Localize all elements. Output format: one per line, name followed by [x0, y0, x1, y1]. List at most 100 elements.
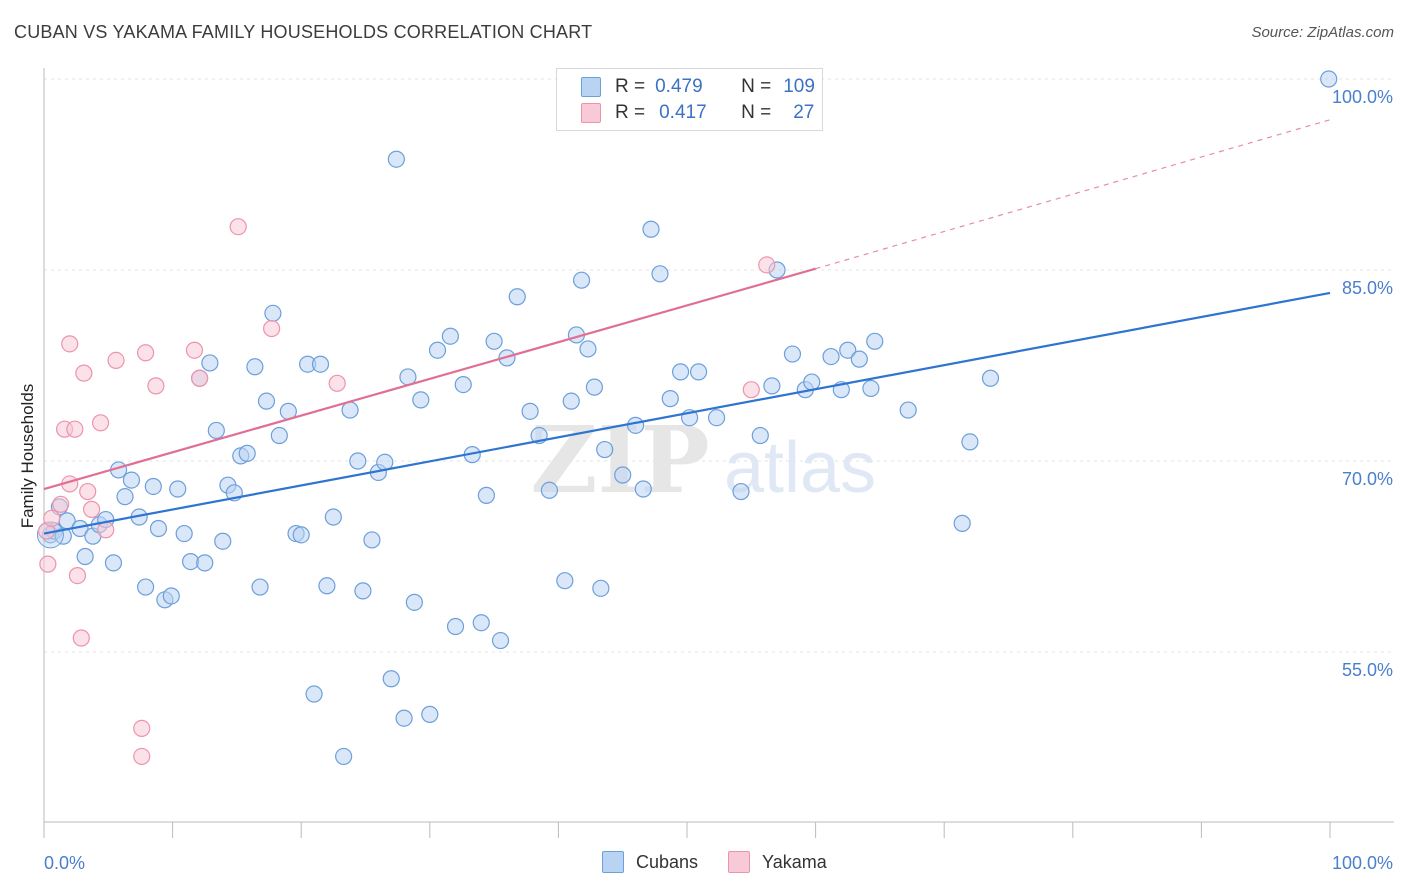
cubans-point [651, 265, 669, 283]
cubans-point [521, 402, 539, 420]
cubans-point [634, 480, 652, 498]
cubans-swatch [581, 77, 601, 97]
cubans-point [363, 531, 381, 549]
cubans-point [395, 709, 413, 727]
cubans-point [207, 421, 225, 440]
yakama-point [133, 747, 151, 766]
cubans-point [961, 433, 979, 451]
yakama-point [229, 218, 247, 236]
watermark-zip: ZIP [530, 406, 709, 514]
cubans-point [214, 532, 232, 550]
legend-row-cubans: R = 0.479 N = 109 [581, 73, 815, 101]
cubans-point [866, 332, 884, 350]
legend-row-yakama: R = 0.417 N = 27 [581, 99, 814, 127]
y-axis-label: Family Households [18, 383, 37, 529]
yakama-point [66, 420, 84, 438]
yakama-point [758, 256, 776, 274]
cubans-point [850, 350, 868, 368]
cubans-point [671, 363, 690, 381]
cubans-point [354, 582, 372, 600]
cubans-legend-label: Cubans [636, 851, 699, 872]
cubans-point [472, 614, 490, 632]
yakama-legend-swatch [728, 851, 751, 873]
cubans-point [76, 547, 94, 566]
cubans-point [162, 587, 180, 605]
cubans-point [1320, 70, 1338, 88]
cubans-point [441, 327, 459, 345]
legend-item-yakama[interactable]: Yakama [728, 851, 827, 873]
yakama-point [91, 414, 110, 432]
cubans-point [149, 519, 168, 538]
cubans-point [382, 670, 400, 688]
yakama-point [263, 319, 281, 338]
yakama-trend-line [43, 267, 816, 491]
yakama-point [68, 566, 87, 585]
cubans-point [579, 340, 597, 358]
y-tick-label: 85.0% [1342, 278, 1393, 298]
cubans-point [251, 578, 269, 596]
cubans-point [446, 617, 465, 636]
yakama-point [133, 719, 151, 738]
cubans-point [862, 379, 880, 398]
cubans-point [201, 354, 219, 372]
yakama-point [185, 341, 204, 359]
cubans-point [763, 377, 781, 395]
yakama-point [742, 381, 760, 399]
yakama-point [82, 500, 101, 518]
cubans-point [405, 593, 423, 611]
r-label: R = [615, 76, 646, 97]
yakama-point [328, 374, 346, 392]
cubans-point [292, 526, 310, 544]
cubans-point [196, 554, 214, 572]
cubans-point [412, 391, 430, 409]
cubans-point [707, 409, 726, 427]
yakama-point [61, 335, 79, 353]
x-tick-label-left: 0.0% [44, 853, 85, 873]
trend-lines [43, 119, 1331, 535]
cubans-point [349, 452, 367, 470]
yakama-legend-label: Yakama [762, 851, 827, 872]
cubans-point [324, 508, 342, 526]
cubans-point [270, 426, 288, 445]
cubans-point [540, 481, 558, 499]
r-value: 0.417 [659, 102, 707, 123]
y-tick-label: 55.0% [1342, 660, 1393, 680]
y-tick-labels: 55.0% 70.0% 85.0% 100.0% [1332, 87, 1393, 680]
cubans-point [899, 401, 917, 419]
source-credit: Source: ZipAtlas.com [1251, 24, 1394, 41]
cubans-point [387, 150, 405, 168]
cubans-point [305, 685, 323, 703]
yakama-point [136, 344, 155, 362]
n-label: N = [741, 76, 772, 97]
n-label: N = [741, 102, 772, 123]
yakama-trend-extension [815, 119, 1331, 270]
cubans-point [585, 378, 604, 396]
watermark-atlas: atlas [724, 428, 876, 508]
yakama-point [79, 482, 97, 501]
yakama-swatch [581, 103, 601, 123]
r-label: R = [615, 102, 646, 123]
cubans-point [311, 355, 330, 373]
cubans-point [626, 416, 645, 434]
cubans-point [803, 373, 821, 391]
cubans-point [572, 271, 591, 289]
cubans-points [36, 70, 1338, 766]
yakama-point [43, 509, 61, 527]
cubans-point [783, 345, 802, 363]
cubans-point [485, 332, 503, 350]
correlation-legend: R = 0.479 N = 109 R = 0.417 N = 27 [556, 68, 823, 131]
cubans-legend-swatch [602, 851, 624, 873]
cubans-point [491, 631, 510, 650]
legend-item-cubans[interactable]: Cubans [602, 851, 698, 873]
cubans-point [182, 552, 200, 571]
cubans-point [822, 347, 840, 366]
yakama-point [39, 555, 57, 573]
cubans-point [144, 477, 162, 496]
cubans-point [264, 304, 282, 322]
n-value: 27 [793, 102, 815, 123]
yakama-point [75, 364, 93, 382]
yakama-point [107, 351, 125, 370]
cubans-point [596, 440, 614, 459]
y-tick-label: 100.0% [1332, 87, 1393, 107]
